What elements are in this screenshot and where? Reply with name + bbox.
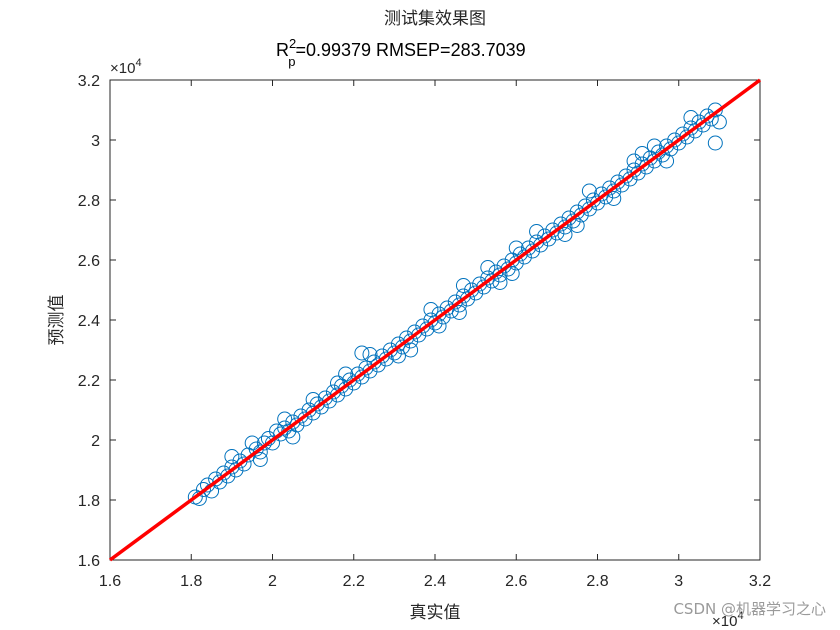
data-point bbox=[403, 342, 419, 358]
x-tick-label: 2 bbox=[268, 573, 277, 590]
data-point bbox=[252, 452, 268, 467]
subtitle-r: R bbox=[276, 40, 289, 60]
data-point bbox=[305, 392, 321, 407]
data-point bbox=[354, 345, 370, 361]
data-point bbox=[423, 302, 439, 317]
y-tick-label: 2.8 bbox=[78, 193, 100, 210]
data-point bbox=[504, 266, 520, 281]
data-point bbox=[277, 411, 293, 427]
x-axis-ticks: 1.6 1.8 2 2.2 2.4 2.6 2.8 3 3.2 bbox=[99, 80, 771, 590]
x-tick-label: 3.2 bbox=[749, 573, 771, 590]
data-point bbox=[646, 138, 662, 154]
watermark: CSDN @机器学习之心 bbox=[673, 600, 826, 618]
y-tick-label: 1.6 bbox=[78, 553, 100, 570]
y-axis-ticks: 1.6 1.8 2 2.2 2.4 2.6 2.8 3 3.2 bbox=[78, 73, 760, 570]
chart-subtitle: R2 p=0.99379 RMSEP=283.7039 bbox=[276, 36, 526, 69]
x-tick-label: 1.8 bbox=[180, 573, 202, 590]
subtitle-sub: p bbox=[288, 54, 295, 69]
data-point bbox=[455, 278, 471, 293]
data-point bbox=[569, 218, 585, 233]
data-point bbox=[659, 153, 675, 169]
data-point bbox=[557, 227, 573, 242]
data-point bbox=[606, 191, 622, 206]
data-point bbox=[285, 429, 301, 445]
x-tick-label: 3 bbox=[674, 573, 683, 590]
y-axis-exponent: ×104 bbox=[110, 57, 142, 77]
x-tick-label: 2.2 bbox=[343, 573, 365, 590]
data-point bbox=[224, 449, 240, 464]
x-tick-label: 2.4 bbox=[424, 573, 446, 590]
subtitle-rest: =0.99379 RMSEP=283.7039 bbox=[295, 40, 525, 60]
data-point bbox=[626, 153, 642, 169]
x-axis-label: 真实值 bbox=[410, 603, 461, 623]
data-point bbox=[683, 110, 699, 125]
data-point bbox=[508, 240, 524, 256]
x-axis-exponent: ×104 bbox=[712, 610, 744, 630]
y-tick-label: 3 bbox=[91, 133, 100, 150]
y-tick-label: 1.8 bbox=[78, 493, 100, 510]
reference-line bbox=[108, 78, 762, 562]
chart-title: 测试集效果图 bbox=[384, 9, 486, 29]
data-point bbox=[634, 146, 650, 161]
y-tick-label: 2.2 bbox=[78, 373, 100, 390]
x-tick-label: 2.6 bbox=[505, 573, 527, 590]
x-tick-label: 2.8 bbox=[586, 573, 608, 590]
y-tick-label: 2 bbox=[91, 433, 100, 450]
data-point bbox=[711, 114, 727, 130]
data-point bbox=[451, 305, 467, 320]
data-point bbox=[195, 482, 211, 497]
subtitle-sup: 2 bbox=[289, 36, 296, 51]
data-point bbox=[707, 135, 723, 151]
reference-line-group bbox=[108, 78, 762, 562]
y-tick-label: 3.2 bbox=[78, 73, 100, 90]
data-point bbox=[480, 260, 496, 275]
x-tick-label: 1.6 bbox=[99, 573, 121, 590]
data-point bbox=[492, 275, 508, 290]
y-axis-label: 预测值 bbox=[47, 295, 67, 346]
data-point bbox=[581, 183, 597, 199]
data-point bbox=[338, 366, 354, 382]
y-tick-label: 2.6 bbox=[78, 253, 100, 270]
data-point bbox=[529, 224, 545, 239]
y-tick-label: 2.4 bbox=[78, 313, 100, 330]
data-point bbox=[362, 347, 378, 362]
